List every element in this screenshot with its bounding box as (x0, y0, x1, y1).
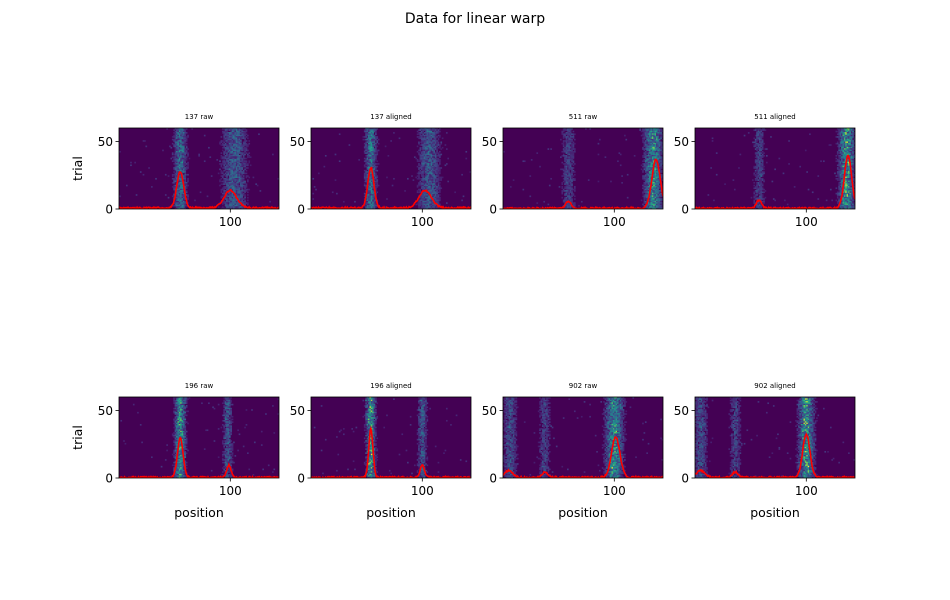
panels: 0 50 100 137 raw trial 0 50 100 137 aligned 0 50 10… (70, 113, 856, 520)
y-tick-label: 50 (482, 135, 497, 149)
panel-title: 137 raw (185, 113, 214, 121)
y-tick-label: 50 (98, 404, 113, 418)
mean-curve-line (311, 425, 471, 478)
heatmap (119, 128, 279, 209)
y-axis-label: trial (70, 425, 85, 450)
x-axis-label: position (558, 505, 608, 520)
heatmap-background (503, 397, 663, 478)
x-axis-label: position (366, 505, 416, 520)
mean-curve-line (695, 154, 855, 209)
heatmap-background (695, 397, 855, 478)
panel-title: 902 raw (569, 382, 598, 390)
x-tick-label: 100 (219, 215, 242, 229)
panel-2: 0 50 100 511 raw (482, 113, 664, 229)
y-tick-label: 0 (681, 471, 689, 485)
x-axis-label: position (174, 505, 224, 520)
panel-0: 0 50 100 137 raw trial (70, 113, 280, 229)
axes-frame (118, 396, 280, 479)
panel-7: 0 50 100 902 aligned position (674, 382, 856, 520)
y-tick-label: 0 (105, 471, 113, 485)
y-tick-label: 50 (674, 404, 689, 418)
y-axis-label: trial (70, 156, 85, 181)
x-tick-label: 100 (603, 484, 626, 498)
y-tick-label: 50 (290, 135, 305, 149)
heatmap-background (503, 128, 663, 209)
heatmap-background (119, 397, 279, 478)
y-tick-label: 50 (290, 404, 305, 418)
panel-6: 0 50 100 902 raw position (482, 382, 664, 520)
mean-curve-line (503, 436, 663, 478)
axes-frame (502, 396, 664, 479)
x-tick-label: 100 (795, 215, 818, 229)
y-tick-label: 50 (98, 135, 113, 149)
panel-title: 511 raw (569, 113, 598, 121)
heatmap (503, 397, 663, 478)
heatmap (120, 397, 279, 478)
axes-frame (694, 127, 856, 210)
x-tick-label: 100 (795, 484, 818, 498)
y-tick-label: 0 (489, 471, 497, 485)
y-tick-label: 0 (297, 471, 305, 485)
figure-suptitle: Data for linear warp (405, 11, 545, 27)
mean-curve-line (119, 171, 279, 209)
x-tick-label: 100 (219, 484, 242, 498)
heatmap (503, 128, 663, 209)
panel-1: 0 50 100 137 aligned (290, 113, 472, 229)
axes-frame (694, 396, 856, 479)
axes-frame (310, 127, 472, 210)
panel-3: 0 50 100 511 aligned (674, 113, 856, 229)
panel-5: 0 50 100 196 aligned position (290, 382, 472, 520)
y-tick-label: 0 (297, 202, 305, 216)
panel-4: 0 50 100 196 raw trial position (70, 382, 280, 520)
axes-frame (118, 127, 280, 210)
x-tick-label: 100 (603, 215, 626, 229)
axes-frame (502, 127, 664, 210)
axes-frame (310, 396, 472, 479)
y-tick-label: 0 (105, 202, 113, 216)
mean-curve-line (311, 166, 471, 209)
panel-title: 511 aligned (754, 113, 795, 121)
x-axis-label: position (750, 505, 800, 520)
panel-title: 137 aligned (370, 113, 411, 121)
heatmap (695, 397, 855, 478)
y-tick-label: 0 (489, 202, 497, 216)
y-tick-label: 50 (674, 135, 689, 149)
panel-title: 196 raw (185, 382, 214, 390)
x-tick-label: 100 (411, 484, 434, 498)
y-tick-label: 50 (482, 404, 497, 418)
y-tick-label: 0 (681, 202, 689, 216)
panel-title: 902 aligned (754, 382, 795, 390)
panel-title: 196 aligned (370, 382, 411, 390)
x-tick-label: 100 (411, 215, 434, 229)
